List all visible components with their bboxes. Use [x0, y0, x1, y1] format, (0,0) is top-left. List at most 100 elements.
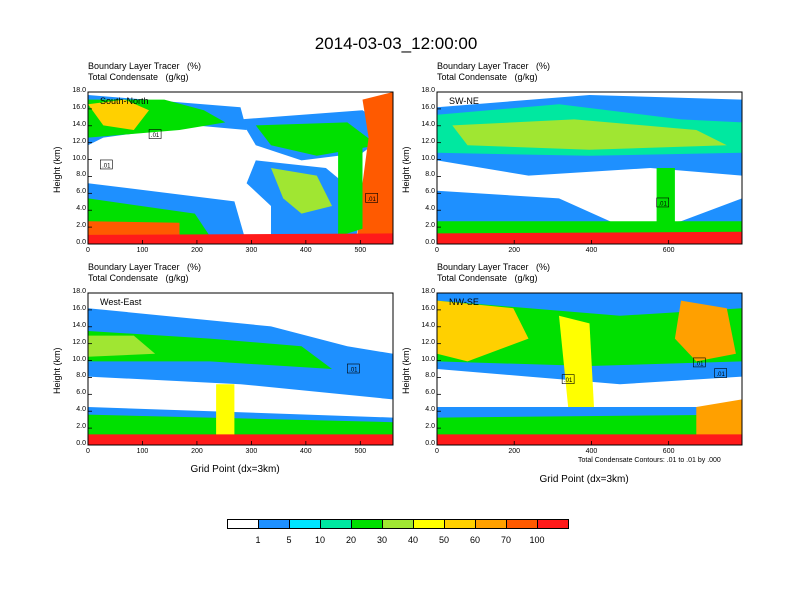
- contour-label: .01: [347, 363, 360, 374]
- colorbar-label: 5: [286, 535, 292, 545]
- y-tick-label: 0.0: [425, 239, 435, 246]
- colorbar-swatch: [444, 519, 476, 529]
- y-tick-label: 12.0: [72, 137, 86, 145]
- x-tick-label: 400: [585, 247, 598, 254]
- tracer-field-region: [674, 300, 736, 362]
- x-tick-label: 200: [191, 448, 203, 455]
- x-tick-label: 0: [435, 247, 439, 254]
- panel-header-tracer: Boundary Layer Tracer (%): [88, 262, 202, 272]
- panel-label: NW-SE: [449, 297, 479, 307]
- x-tick-label: 400: [300, 448, 312, 455]
- y-tick-label: 6.0: [425, 188, 435, 196]
- y-tick-label: 2.0: [76, 423, 86, 431]
- contour-label: .01: [100, 159, 113, 169]
- y-tick-label: 16.0: [72, 304, 86, 312]
- contour-label: .01: [148, 129, 162, 139]
- y-tick-label: 6.0: [425, 389, 435, 397]
- tracer-field-region: [88, 331, 332, 369]
- y-tick-label: 2.0: [76, 222, 86, 230]
- plot-frame: [87, 91, 394, 245]
- heatmap-plot: .01: [87, 292, 394, 446]
- y-tick-label: 10.0: [72, 154, 86, 162]
- x-tick-label: 300: [245, 448, 258, 455]
- tracer-field-region: [356, 92, 393, 244]
- panel-header: Boundary Layer Tracer (%) Total Condensat…: [88, 262, 201, 284]
- y-axis-title: Height (km): [52, 146, 62, 193]
- x-axis-title: Grid Point (dx=3km): [539, 474, 629, 485]
- x-tick-label: 400: [300, 247, 312, 254]
- panel-header: Boundary Layer Tracer (%) Total Condensat…: [88, 61, 201, 83]
- y-tick-label: 12.0: [421, 137, 435, 145]
- colorbar-swatch: [320, 519, 352, 529]
- tracer-field-region: [338, 137, 363, 237]
- y-tick-label: 18.0: [72, 288, 86, 295]
- colorbar-swatch: [537, 519, 569, 529]
- tracer-field-region: [271, 168, 332, 214]
- plot-frame: [87, 292, 394, 446]
- y-tick-label: 10.0: [421, 154, 435, 162]
- colorbar-swatch: [475, 519, 507, 529]
- panel-label: South-North: [100, 96, 149, 106]
- colorbar-swatch: [227, 519, 259, 529]
- y-tick-label: 4.0: [425, 205, 435, 213]
- x-tick-label: 100: [136, 247, 149, 254]
- y-tick-label: 6.0: [76, 188, 86, 196]
- tracer-field-region: [216, 384, 235, 438]
- y-axis-title: Height (km): [401, 347, 411, 394]
- y-tick-label: 8.0: [425, 171, 435, 179]
- panel-label: SW-NE: [449, 96, 479, 106]
- panel-header-condensate: Total Condensate (g/kg): [88, 72, 189, 82]
- y-axis-title: Height (km): [401, 146, 411, 193]
- x-tick-label: 500: [354, 448, 367, 455]
- x-tick-label: 200: [191, 247, 203, 254]
- x-tick-label: 400: [585, 448, 598, 455]
- tracer-field-region: [437, 434, 742, 445]
- x-tick-label: 100: [136, 448, 149, 455]
- panel-header-tracer: Boundary Layer Tracer (%): [437, 262, 551, 272]
- y-tick-label: 8.0: [76, 372, 86, 380]
- heatmap-plot: .01: [436, 91, 743, 245]
- tracer-field-region: [88, 221, 180, 237]
- plot-frame: [436, 292, 743, 446]
- y-tick-label: 10.0: [72, 355, 86, 363]
- svg-text:.01: .01: [659, 201, 668, 207]
- contour-label: .01: [561, 374, 575, 384]
- colorbar-swatch: [258, 519, 290, 529]
- y-tick-label: 4.0: [76, 205, 86, 213]
- x-tick-label: 500: [354, 247, 367, 254]
- colorbar-label: 1: [255, 535, 261, 545]
- colorbar-label: 30: [376, 535, 388, 545]
- panel-header: Boundary Layer Tracer (%) Total Condensat…: [437, 262, 550, 284]
- y-tick-label: 0.0: [76, 239, 86, 246]
- y-tick-label: 10.0: [421, 355, 435, 363]
- y-tick-label: 14.0: [72, 321, 86, 329]
- contour-label: .01: [714, 368, 727, 378]
- colorbar-label: 10: [314, 535, 326, 545]
- colorbar-swatch: [382, 519, 414, 529]
- plot-frame: [436, 91, 743, 245]
- heatmap-plot: .01 .01 .01: [87, 91, 394, 245]
- panel-header: Boundary Layer Tracer (%) Total Condensat…: [437, 61, 550, 83]
- tracer-field-region: [437, 414, 742, 439]
- tracer-field-region: [88, 335, 156, 357]
- tracer-field-region: [88, 414, 393, 439]
- x-tick-label: 300: [245, 247, 258, 254]
- contour-label: .01: [656, 197, 669, 207]
- y-tick-label: 12.0: [421, 338, 435, 346]
- y-tick-label: 16.0: [421, 103, 435, 111]
- colorbar-swatch: [506, 519, 538, 529]
- colorbar-label: 50: [438, 535, 450, 545]
- y-tick-label: 14.0: [72, 120, 86, 128]
- figure-title: 2014-03-03_12:00:00: [314, 34, 478, 53]
- y-tick-label: 8.0: [425, 372, 435, 380]
- x-tick-label: 0: [86, 247, 90, 254]
- y-tick-label: 18.0: [421, 87, 435, 94]
- x-tick-label: 200: [508, 247, 521, 254]
- colorbar-swatch: [351, 519, 383, 529]
- y-tick-label: 16.0: [72, 103, 86, 111]
- y-tick-label: 0.0: [425, 440, 435, 447]
- contour-label: .01: [365, 193, 378, 203]
- x-tick-label: 600: [662, 448, 675, 455]
- x-tick-label: 0: [435, 448, 439, 455]
- x-tick-label: 600: [662, 247, 675, 254]
